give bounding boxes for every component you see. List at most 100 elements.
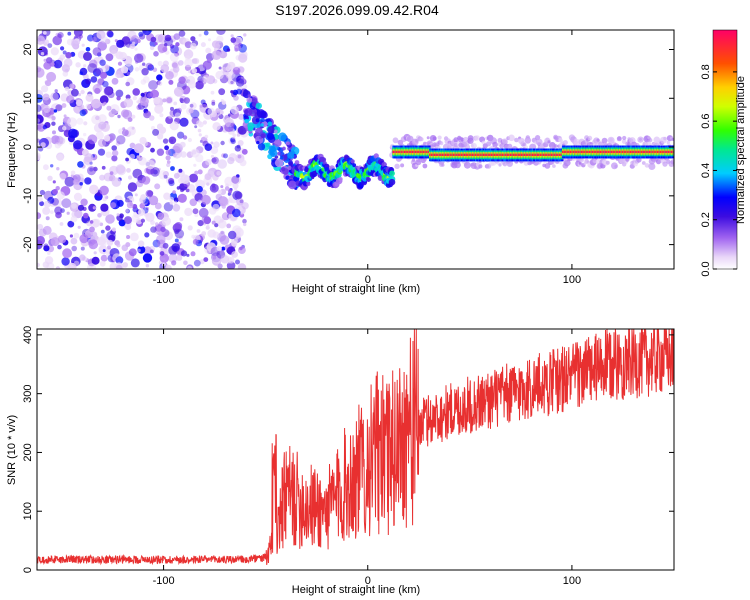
- noise-blob: [143, 246, 152, 255]
- noise-blob: [164, 145, 170, 151]
- noise-blob: [80, 177, 85, 182]
- noise-blob: [67, 31, 72, 36]
- snr-panel: -100 0 100 0 100 200 300 400 Height of straight…: [6, 326, 675, 596]
- noise-blob: [221, 153, 226, 158]
- noise-blob: [187, 137, 192, 143]
- noise-blob: [169, 44, 175, 49]
- noise-blob: [37, 223, 44, 231]
- noise-blob: [179, 117, 189, 127]
- stable-ridge-halo: [522, 142, 527, 147]
- noise-blob: [212, 203, 220, 212]
- noise-blob: [125, 81, 130, 87]
- noise-blob: [125, 197, 130, 203]
- noise-blob: [156, 148, 165, 156]
- noise-blob: [107, 31, 114, 38]
- noise-blob: [184, 55, 191, 61]
- stable-ridge-halo: [514, 137, 519, 143]
- noise-blob: [188, 108, 194, 114]
- noise-blob: [137, 248, 141, 253]
- noise-blob: [52, 197, 63, 208]
- noise-blob: [85, 103, 92, 110]
- noise-blob: [198, 121, 204, 128]
- stable-ridge-halo: [474, 135, 480, 141]
- noise-blob: [55, 104, 63, 112]
- noise-blob: [216, 30, 226, 35]
- noise-blob: [79, 182, 83, 186]
- stable-ridge-halo: [644, 163, 650, 168]
- noise-blob: [211, 157, 217, 163]
- transition-blob: [288, 180, 297, 190]
- noise-blob: [169, 196, 174, 202]
- noise-blob: [165, 71, 174, 80]
- noise-blob: [89, 220, 94, 224]
- noise-blob: [150, 89, 160, 99]
- stable-ridge-halo: [670, 159, 674, 165]
- noise-blob: [205, 159, 212, 166]
- noise-blob: [216, 249, 226, 259]
- noise-blob: [67, 220, 75, 228]
- noise-blob: [57, 31, 64, 39]
- noise-blob: [206, 224, 210, 227]
- stable-ridge-halo: [432, 136, 437, 141]
- noise-blob: [83, 64, 87, 68]
- noise-blob: [41, 85, 49, 93]
- noise-blob: [130, 35, 140, 44]
- noise-blob: [67, 117, 77, 128]
- noise-blob: [189, 198, 198, 207]
- noise-blob: [218, 189, 222, 194]
- noise-blob: [176, 107, 182, 113]
- noise-blob: [83, 212, 89, 219]
- noise-blob: [221, 212, 230, 221]
- noise-blob: [193, 58, 200, 65]
- noise-blob: [209, 183, 219, 193]
- noise-blob: [174, 229, 185, 239]
- noise-blob: [129, 203, 133, 207]
- noise-blob: [52, 180, 56, 184]
- noise-blob: [162, 46, 168, 52]
- transition-blob: [270, 146, 277, 153]
- noise-blob: [142, 76, 150, 83]
- noise-blob: [242, 218, 247, 224]
- noise-blob: [177, 193, 187, 203]
- noise-blob: [224, 186, 230, 191]
- noise-blob: [37, 262, 40, 267]
- noise-blob: [226, 223, 232, 229]
- noise-blob: [165, 149, 171, 155]
- noise-blob: [219, 230, 225, 236]
- noise-blob: [162, 138, 169, 144]
- noise-blob: [140, 218, 145, 223]
- noise-blob: [64, 86, 70, 92]
- noise-blob: [42, 225, 52, 235]
- spectrogram-x-tick-label: 100: [563, 274, 581, 286]
- noise-blob: [202, 60, 212, 70]
- noise-blob: [134, 193, 138, 197]
- noise-blob: [77, 161, 84, 168]
- stable-ridge-halo: [437, 135, 442, 140]
- noise-blob: [126, 71, 131, 76]
- stable-ridge-halo: [573, 138, 581, 146]
- noise-blob: [156, 74, 163, 81]
- noise-blob: [54, 89, 58, 93]
- stable-ridge-halo: [601, 137, 608, 144]
- noise-blob: [208, 246, 216, 254]
- noise-blob: [154, 183, 161, 190]
- stable-ridge-halo: [553, 144, 558, 148]
- wavy-ridge-blob: [352, 163, 357, 168]
- spectrogram-y-label: Frequency (Hz): [6, 112, 18, 188]
- noise-blob: [216, 35, 224, 43]
- noise-blob: [66, 95, 75, 104]
- noise-blob: [129, 43, 135, 49]
- noise-blob: [87, 166, 96, 176]
- noise-blob: [241, 148, 248, 155]
- noise-blob: [216, 246, 222, 252]
- noise-blob: [111, 227, 116, 232]
- noise-blob: [215, 108, 221, 114]
- noise-blob: [145, 264, 150, 268]
- noise-blob: [172, 66, 180, 73]
- noise-blob: [98, 121, 107, 130]
- noise-blob: [200, 42, 206, 48]
- transition-blob: [288, 161, 294, 167]
- snr-y-tick-label: 400: [22, 326, 34, 344]
- noise-blob: [60, 46, 65, 51]
